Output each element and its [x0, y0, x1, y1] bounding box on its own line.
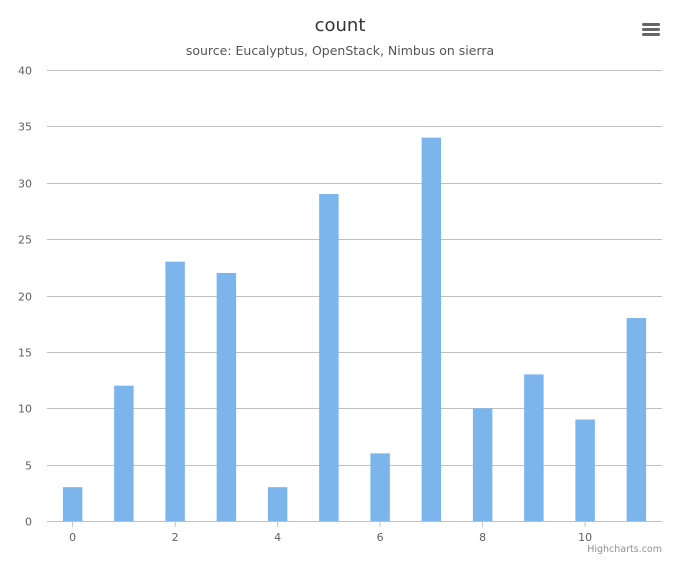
y-tick-label: 10 — [18, 403, 32, 416]
bar[interactable] — [472, 408, 493, 521]
chart-title: count — [314, 15, 366, 36]
x-tick-label: 6 — [377, 531, 384, 544]
y-tick-label: 30 — [18, 178, 32, 191]
bar[interactable] — [421, 137, 442, 521]
bar[interactable] — [370, 453, 390, 521]
bar[interactable] — [114, 385, 134, 521]
y-tick-label: 5 — [25, 460, 32, 473]
bar[interactable] — [319, 194, 339, 521]
hamburger-menu-icon — [642, 23, 660, 36]
bar[interactable] — [626, 318, 647, 521]
x-tick-label: 0 — [69, 531, 76, 544]
x-tick-label: 2 — [172, 531, 179, 544]
x-tick-label: 8 — [479, 531, 486, 544]
grid-lines — [47, 70, 662, 466]
y-tick-label: 25 — [18, 234, 32, 247]
bar-series — [62, 137, 647, 521]
x-tick-label: 4 — [274, 531, 281, 544]
y-axis-labels: 0 5 10 15 20 25 30 35 40 — [18, 65, 32, 529]
x-axis-labels: 0 2 4 6 8 10 — [69, 531, 592, 544]
bar[interactable] — [524, 374, 544, 521]
chart-subtitle: source: Eucalyptus, OpenStack, Nimbus on… — [185, 43, 495, 58]
bar[interactable] — [267, 487, 288, 521]
bar[interactable] — [216, 272, 237, 521]
y-tick-label: 0 — [25, 516, 32, 529]
x-axis — [47, 521, 662, 527]
y-tick-label: 35 — [18, 121, 32, 134]
y-tick-label: 15 — [18, 347, 32, 360]
x-tick-label: 10 — [578, 531, 592, 544]
bar[interactable] — [575, 419, 595, 521]
bar[interactable] — [165, 261, 185, 521]
y-tick-label: 20 — [18, 291, 32, 304]
credits-link[interactable]: Highcharts.com — [587, 544, 662, 555]
bar[interactable] — [62, 487, 83, 521]
context-menu-button[interactable] — [638, 17, 664, 41]
y-tick-label: 40 — [18, 65, 32, 78]
